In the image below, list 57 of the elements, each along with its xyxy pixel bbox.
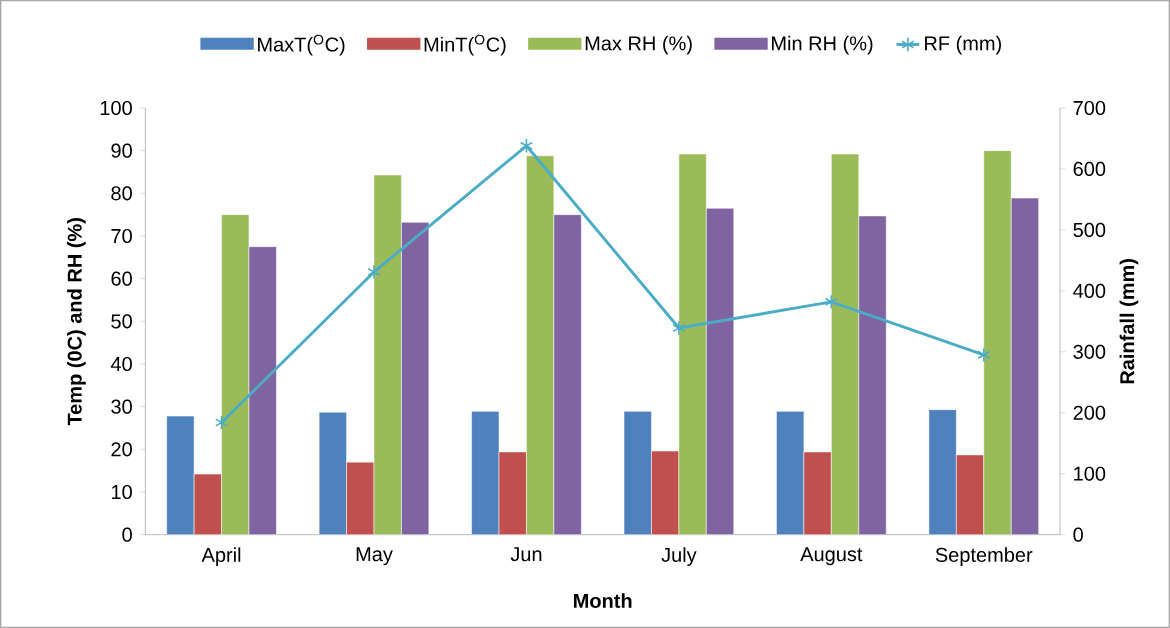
y-tick-label: 80 [111, 186, 132, 201]
x-tick-label: May [356, 547, 393, 566]
bar [193, 473, 222, 535]
y2-tick-label: 500 [1073, 222, 1106, 237]
bar [623, 411, 652, 535]
y2-tick-label: 600 [1073, 161, 1106, 177]
y2-tick-label: 0 [1073, 527, 1083, 542]
point [214, 415, 229, 430]
point [367, 264, 381, 280]
y-tick-label: 30 [111, 399, 132, 414]
y-tick-label: 50 [111, 314, 132, 329]
x-tick-label: August [800, 547, 863, 566]
y-tick-label: 60 [111, 271, 132, 286]
x-tick-label: September [935, 547, 1033, 566]
point [977, 347, 991, 363]
y2-tick-label: 300 [1073, 344, 1106, 359]
x-axis-title: Month [574, 593, 632, 608]
y-tick-label: 0 [122, 527, 132, 542]
bar [803, 451, 832, 535]
y2-tick-label: 400 [1073, 283, 1106, 298]
bar [553, 214, 582, 535]
bar [858, 215, 887, 535]
bar [776, 411, 805, 535]
bar [248, 246, 277, 535]
bar [318, 411, 347, 535]
bar [651, 450, 680, 535]
bar [498, 451, 527, 535]
y-tick-label: 90 [111, 143, 132, 158]
y-axis-title: Temp (0C) and RH (%) [67, 218, 86, 426]
x-tick-label: April [201, 547, 241, 566]
point [519, 138, 534, 154]
y-tick-label: 70 [111, 228, 132, 244]
legend-label: Min RH (%) [772, 35, 873, 55]
legend-label: MaxT($^{O}$C) [258, 34, 345, 56]
bar [706, 207, 735, 535]
bar [401, 222, 430, 535]
y2-tick-label: 200 [1073, 405, 1106, 420]
y2-axis-title: Rainfall (mm) [1119, 259, 1139, 384]
point [672, 320, 686, 336]
point [824, 294, 838, 310]
y2-tick-label: 700 [1073, 100, 1106, 116]
y-tick-label: 10 [111, 484, 132, 500]
y-tick-label: 100 [100, 100, 132, 116]
legend-label: RF (mm) [925, 35, 1001, 55]
legend-label: MinT($^{O}$C) [424, 34, 506, 56]
y-tick-label: 40 [110, 356, 132, 372]
x-tick-label: July [661, 547, 697, 566]
bar [471, 411, 500, 535]
bar [1010, 197, 1039, 535]
legend-label: Max RH (%) [585, 35, 692, 55]
y2-tick-label: 100 [1074, 466, 1106, 481]
bar [166, 415, 195, 535]
bar [956, 454, 985, 535]
bar [346, 461, 375, 535]
y-tick-label: 20 [111, 442, 132, 457]
x-tick-label: Jun [510, 547, 542, 562]
bar [928, 409, 957, 535]
